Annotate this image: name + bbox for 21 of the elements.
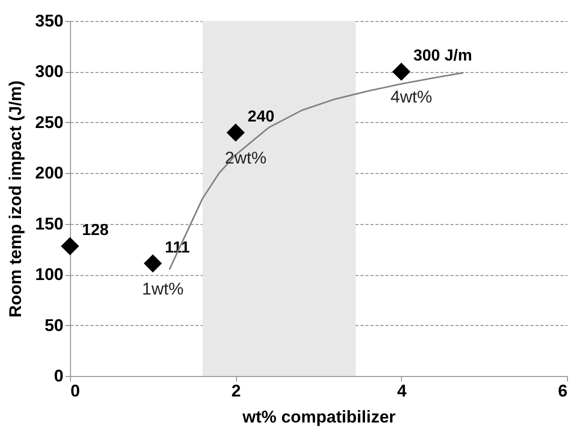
y-tick-label: 100 [35,265,64,284]
x-tick-label: 2 [231,382,241,400]
x-tick-label: 6 [558,382,568,400]
data-label: 240 [248,108,274,126]
x-tick-label: 0 [70,382,80,400]
data-label: 128 [82,222,109,240]
data-label: 111 [164,239,190,256]
y-tick-label: 150 [35,214,64,234]
y-tick-label: 50 [44,316,64,335]
y-tick-label: 350 [35,12,64,30]
y-tick-label: 300 [35,62,64,82]
annotation: 4wt% [390,88,432,107]
data-label: 300 J/m [413,48,472,65]
x-axis-title: wt% compatibilizer [241,408,396,426]
annotation: 1wt% [142,279,184,298]
annotation: 2wt% [224,148,266,168]
y-tick-label: 0 [54,366,64,386]
x-tick-label: 4 [397,382,408,400]
y-tick-label: 250 [35,112,64,132]
y-axis-title: Room temp izod impact (J/m) [6,80,26,318]
y-tick-label: 200 [35,164,64,183]
